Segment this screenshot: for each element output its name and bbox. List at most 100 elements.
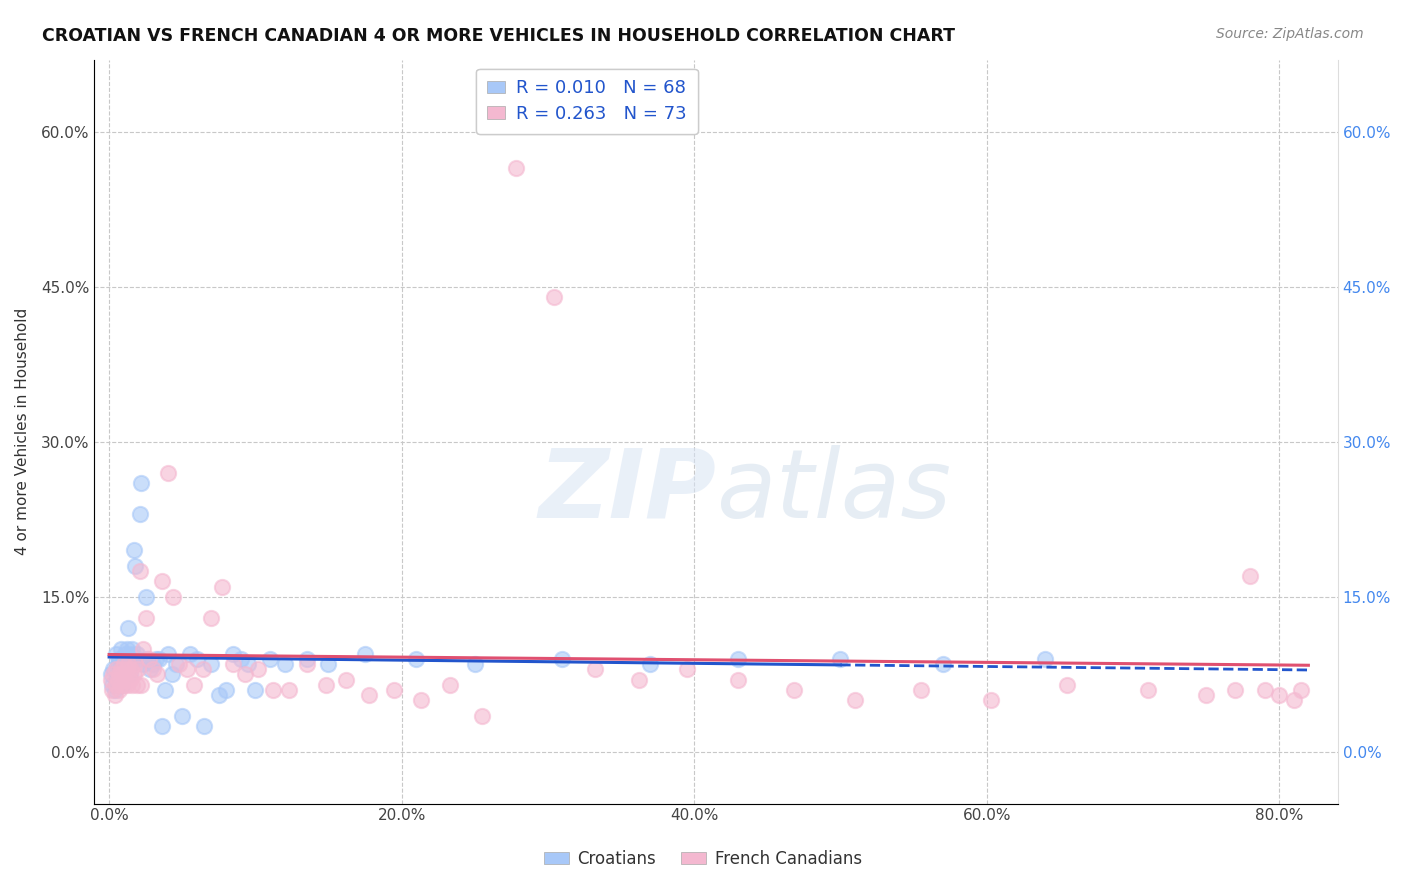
Point [150, 574, 173, 589]
Point [153, 682, 176, 697]
Point [551, 652, 574, 666]
Point [111, 657, 134, 672]
Point [100, 673, 122, 687]
Point [118, 652, 141, 666]
Point [124, 657, 146, 672]
Point [318, 657, 340, 672]
Point [110, 641, 132, 656]
Point [135, 590, 157, 604]
Point [132, 657, 155, 672]
Point [111, 678, 134, 692]
Point [727, 652, 749, 666]
Point [315, 678, 337, 692]
Point [295, 657, 318, 672]
Point [107, 657, 129, 672]
Point [830, 652, 852, 666]
Point [675, 662, 697, 676]
Point [110, 662, 132, 676]
Point [1056, 678, 1078, 692]
Point [117, 657, 139, 672]
Point [112, 652, 135, 666]
Point [128, 508, 150, 522]
Point [1282, 693, 1305, 707]
Point [215, 682, 238, 697]
Point [222, 647, 245, 661]
Point [138, 652, 160, 666]
Text: atlas: atlas [716, 444, 950, 538]
Point [156, 647, 179, 661]
Point [124, 558, 146, 573]
Point [932, 657, 955, 672]
Point [104, 688, 127, 702]
Point [122, 667, 145, 681]
Point [127, 662, 149, 676]
Point [148, 652, 170, 666]
Point [105, 673, 128, 687]
Point [359, 688, 381, 702]
Point [471, 708, 494, 723]
Point [146, 667, 169, 681]
Point [132, 641, 155, 656]
Point [211, 580, 233, 594]
Point [1268, 688, 1291, 702]
Point [1225, 682, 1247, 697]
Point [505, 161, 527, 175]
Point [114, 647, 136, 661]
Point [382, 682, 405, 697]
Point [162, 590, 184, 604]
Point [120, 657, 142, 672]
Point [117, 621, 139, 635]
Point [409, 693, 432, 707]
Point [1289, 682, 1312, 697]
Point [335, 673, 357, 687]
Point [782, 682, 804, 697]
Point [108, 682, 131, 697]
Point [112, 657, 135, 672]
Point [200, 610, 222, 624]
Point [121, 641, 143, 656]
Point [103, 667, 125, 681]
Point [583, 662, 606, 676]
Point [1136, 682, 1159, 697]
Point [1195, 688, 1218, 702]
Point [121, 678, 143, 692]
Point [980, 693, 1002, 707]
Point [107, 673, 129, 687]
Point [464, 657, 486, 672]
Point [122, 543, 145, 558]
Point [120, 662, 142, 676]
Point [125, 678, 148, 692]
Point [727, 673, 749, 687]
Point [120, 647, 142, 661]
Point [115, 662, 138, 676]
Point [111, 667, 134, 681]
Point [127, 652, 149, 666]
Text: CROATIAN VS FRENCH CANADIAN 4 OR MORE VEHICLES IN HOUSEHOLD CORRELATION CHART: CROATIAN VS FRENCH CANADIAN 4 OR MORE VE… [42, 27, 955, 45]
Point [295, 652, 318, 666]
Legend: R = 0.010   N = 68, R = 0.263   N = 73: R = 0.010 N = 68, R = 0.263 N = 73 [477, 69, 697, 134]
Point [108, 652, 131, 666]
Point [139, 662, 162, 676]
Point [156, 466, 179, 480]
Point [128, 564, 150, 578]
Point [112, 662, 135, 676]
Point [105, 678, 128, 692]
Point [1033, 652, 1056, 666]
Point [247, 662, 270, 676]
Point [105, 662, 128, 676]
Point [165, 657, 187, 672]
Point [118, 667, 141, 681]
Point [150, 719, 173, 733]
Point [1239, 569, 1261, 583]
Point [191, 662, 214, 676]
Point [115, 641, 138, 656]
Point [172, 708, 194, 723]
Point [117, 662, 139, 676]
Point [638, 657, 661, 672]
Point [110, 678, 132, 692]
Point [104, 682, 127, 697]
Point [103, 662, 125, 676]
Point [129, 678, 152, 692]
Point [236, 657, 259, 672]
Point [160, 667, 183, 681]
